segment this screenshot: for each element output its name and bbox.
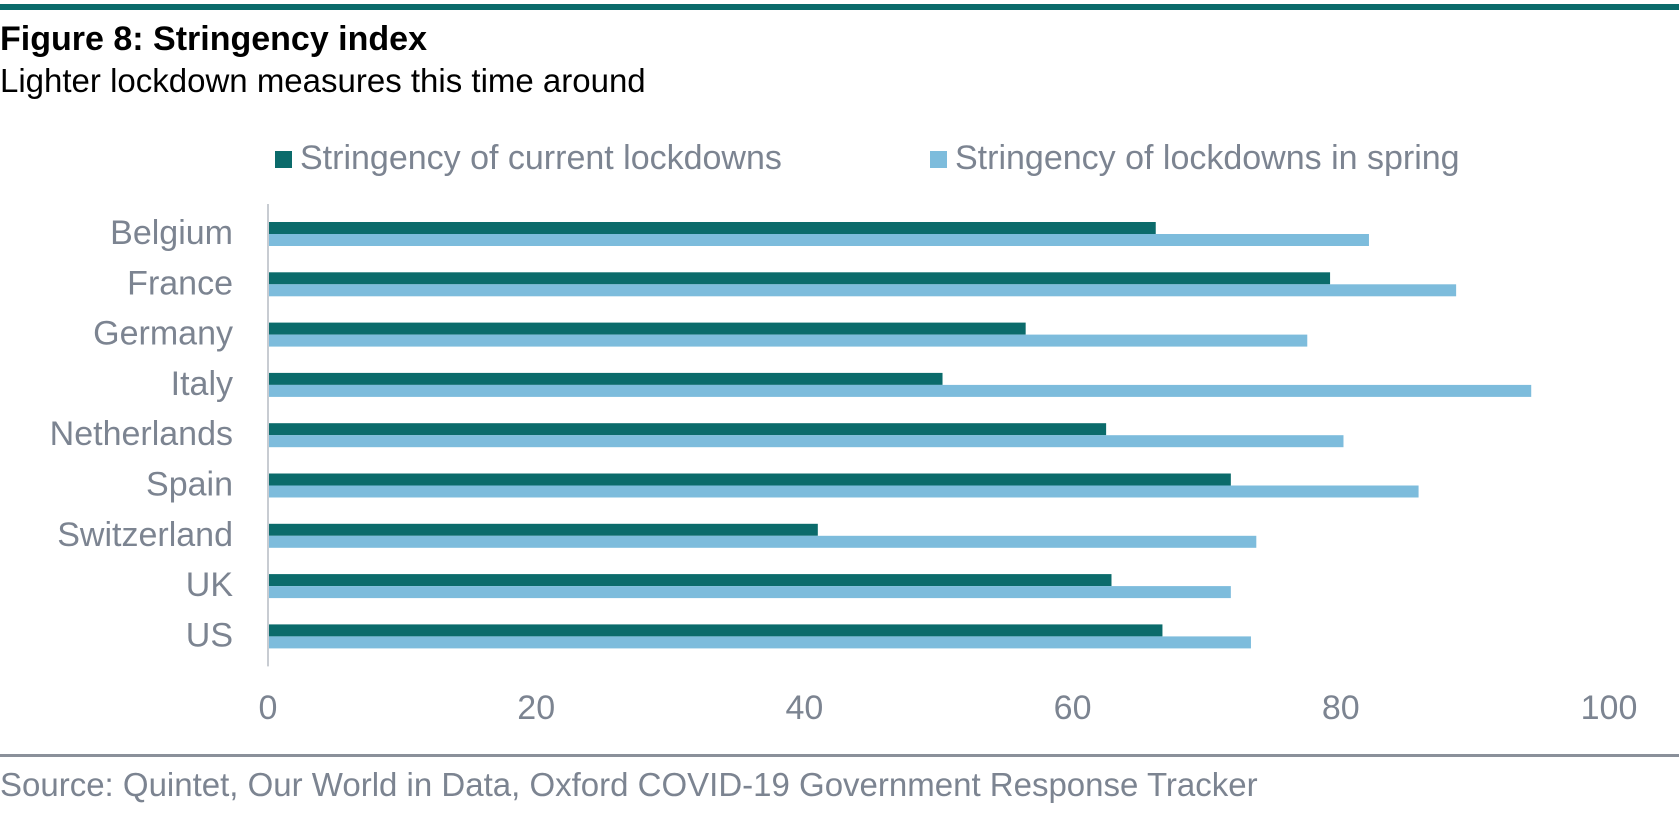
bar-netherlands-series-1	[268, 423, 1107, 436]
bar-switzerland-series-1	[268, 523, 818, 536]
category-label-italy: Italy	[171, 365, 233, 403]
figure-subtitle: Lighter lockdown measures this time arou…	[0, 62, 646, 99]
bar-france-series-1	[268, 272, 1331, 285]
bar-chart: Stringency of current lockdowns Stringenc…	[50, 139, 1638, 727]
category-label-switzerland: Switzerland	[57, 516, 233, 554]
x-tick-label-20: 20	[517, 689, 555, 727]
category-label-germany: Germany	[93, 315, 233, 353]
x-tick-label-40: 40	[785, 689, 823, 727]
bar-france-series-2	[268, 284, 1457, 297]
bar-uk-series-1	[268, 574, 1112, 587]
bar-germany-series-1	[268, 322, 1026, 335]
bar-spain-series-2	[268, 485, 1419, 498]
legend-label-2: Stringency of lockdowns in spring	[955, 139, 1460, 177]
bar-us-series-2	[268, 636, 1251, 649]
bar-belgium-series-1	[268, 222, 1156, 234]
category-label-netherlands: Netherlands	[50, 415, 233, 453]
bar-switzerland-series-2	[268, 535, 1257, 548]
x-tick-label-100: 100	[1581, 689, 1638, 727]
bar-netherlands-series-2	[268, 435, 1344, 448]
figure-title: Figure 8: Stringency index	[0, 20, 427, 58]
category-label-uk: UK	[186, 566, 234, 604]
legend-swatch-1	[275, 151, 292, 168]
legend-label-1: Stringency of current lockdowns	[300, 139, 782, 177]
bar-belgium-series-2	[268, 234, 1369, 246]
x-tick-label-0: 0	[259, 689, 278, 727]
x-tick-label-80: 80	[1322, 689, 1360, 727]
category-label-spain: Spain	[146, 465, 233, 503]
category-label-us: US	[186, 616, 233, 654]
bar-germany-series-2	[268, 334, 1308, 347]
bar-italy-series-1	[268, 372, 943, 385]
top-rule	[0, 4, 1679, 10]
category-label-france: France	[127, 264, 233, 302]
legend-swatch-2	[930, 151, 947, 168]
source-note: Source: Quintet, Our World in Data, Oxfo…	[0, 766, 1258, 803]
bottom-rule	[0, 754, 1679, 757]
bar-spain-series-1	[268, 473, 1231, 486]
bar-us-series-1	[268, 624, 1163, 637]
x-tick-label-60: 60	[1054, 689, 1092, 727]
bar-uk-series-2	[268, 586, 1231, 599]
category-label-belgium: Belgium	[110, 214, 233, 252]
bar-italy-series-2	[268, 384, 1532, 397]
